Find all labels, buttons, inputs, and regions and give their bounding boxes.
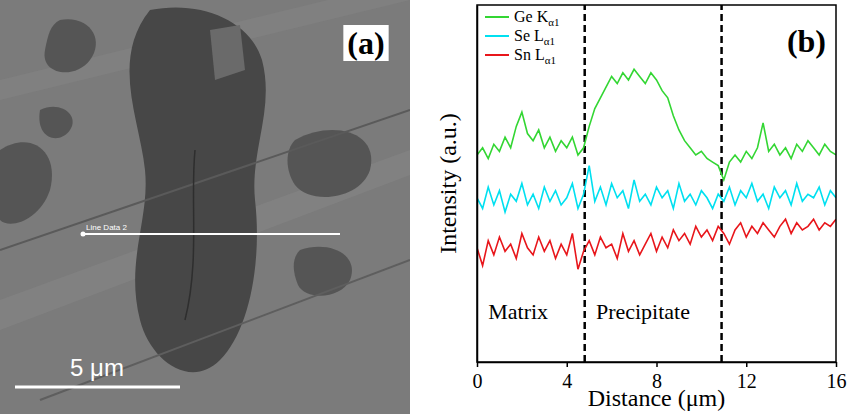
sem-image [0, 0, 410, 414]
scale-bar-label: 5 μm [70, 354, 124, 381]
precipitate-region [294, 247, 352, 296]
plot-marks [477, 5, 836, 362]
series-line [477, 219, 836, 269]
legend-label: Sn Lα1 [514, 46, 556, 66]
legend-item: Se Lα1 [485, 27, 555, 47]
precipitate-region [130, 7, 266, 372]
precipitate-region [39, 107, 72, 138]
image-crack [40, 260, 410, 400]
x-tick-mark [746, 362, 748, 367]
y-axis-line [477, 6, 479, 363]
x-tick: 12 [737, 362, 757, 392]
panel-label: (a) [347, 25, 384, 61]
x-tick-label: 4 [562, 370, 572, 392]
x-tick-mark [567, 362, 569, 367]
x-axis-title: Distance (μm) [588, 385, 725, 411]
x-tick-mark [477, 362, 479, 367]
scan-label: Line Data 2 [86, 223, 127, 232]
x-tick: 4 [562, 362, 572, 392]
line-profile-chart: 0481216Distance (μm)Intensity (a.u.)(b)M… [435, 5, 847, 411]
boundary-line [720, 5, 723, 362]
x-tick: 16 [827, 362, 847, 392]
image-crack [0, 110, 410, 250]
series-line [477, 69, 836, 180]
legend-label: Ge Kα1 [514, 8, 559, 28]
legend-swatch [485, 35, 509, 37]
legend-item: Sn Lα1 [485, 46, 556, 66]
scan-start [81, 232, 86, 237]
image-detail [210, 25, 245, 80]
panel-label-box [343, 25, 388, 61]
legend: Ge Kα1Se Lα1Sn Lα1 [485, 8, 559, 66]
x-tick-mark [836, 362, 838, 367]
legend-swatch [485, 16, 509, 18]
image-ground [0, 0, 410, 414]
region-label: Precipitate [596, 299, 690, 324]
scale-bar [15, 386, 180, 389]
x-tick-mark [656, 362, 658, 367]
sem-image-panel: Line Data 2 5 μm (a) [0, 0, 410, 414]
figure: Line Data 25 μm(a)0481216Distance (μm)In… [0, 0, 854, 414]
legend-item: Ge Kα1 [485, 8, 559, 28]
scan-line [83, 233, 340, 235]
precipitate-region [288, 130, 372, 197]
y-axis [477, 6, 478, 363]
legend-label: Se Lα1 [514, 27, 555, 47]
series-line [477, 166, 836, 212]
x-tick: 0 [473, 362, 483, 392]
precipitate-region [0, 142, 52, 224]
plot-frame [477, 5, 836, 362]
panel-label: (b) [787, 23, 826, 59]
x-tick-label: 0 [473, 370, 483, 392]
x-tick-label: 16 [827, 370, 847, 392]
x-tick-label: 12 [737, 370, 757, 392]
precipitate-region [45, 19, 96, 72]
region-label: Matrix [488, 299, 548, 324]
y-axis-title: Intensity (a.u.) [435, 113, 461, 254]
legend-swatch [485, 54, 509, 56]
